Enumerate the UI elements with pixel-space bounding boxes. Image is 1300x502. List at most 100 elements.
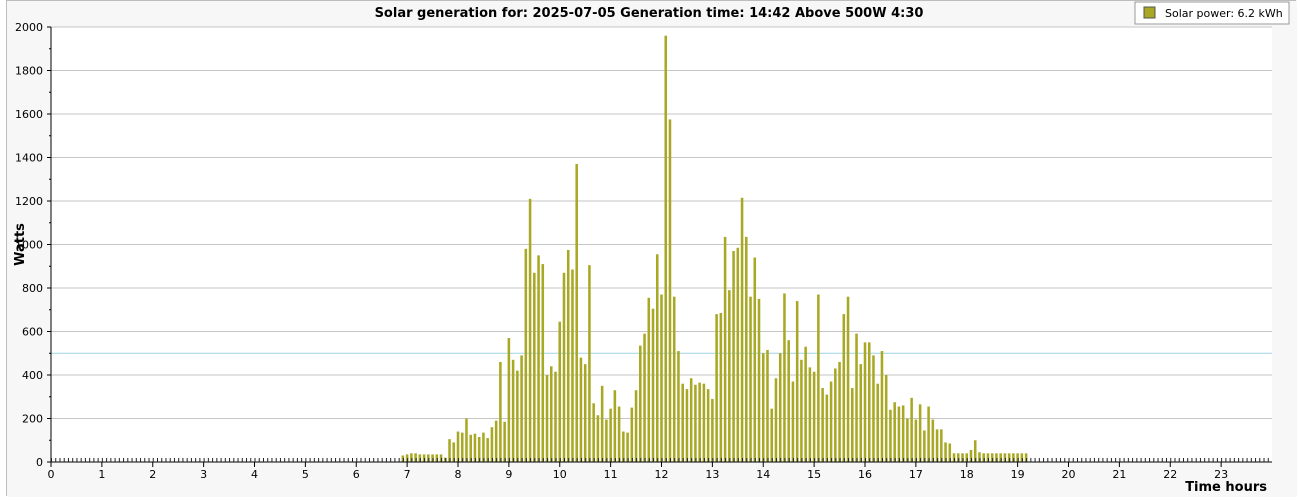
solar-bar: [982, 453, 985, 462]
solar-bar: [1003, 453, 1007, 462]
solar-bar: [804, 346, 807, 462]
legend: Solar power: 6.2 kWh: [1134, 1, 1290, 25]
solar-bar: [969, 450, 973, 462]
solar-bar: [1016, 453, 1019, 462]
solar-bar: [706, 389, 710, 462]
y-tick-label: 400: [22, 369, 43, 382]
x-tick-label: 18: [960, 468, 974, 481]
solar-bar: [1012, 453, 1015, 462]
solar-bar: [664, 35, 668, 462]
solar-bar: [482, 432, 485, 462]
solar-bar: [715, 314, 718, 462]
solar-bar: [808, 367, 812, 462]
solar-bar: [490, 427, 494, 462]
solar-bar: [728, 290, 731, 462]
solar-bar: [745, 236, 748, 462]
x-tick-label: 1: [98, 468, 105, 481]
x-axis-ticks: 0 1 2 3 4 5 6 7 8 9 10 11 12 13 14 15 16 17 18 19 20 21 22 23: [48, 458, 1269, 481]
legend-swatch: [1143, 6, 1156, 19]
solar-bar: [914, 419, 918, 462]
x-tick-label: 13: [705, 468, 719, 481]
solar-bar: [605, 419, 608, 462]
solar-bar: [774, 378, 778, 462]
solar-bar: [672, 296, 676, 462]
solar-bar: [511, 359, 515, 462]
solar-bar: [541, 264, 545, 462]
x-axis-label: Time hours: [1185, 480, 1267, 495]
solar-bar: [995, 453, 998, 462]
x-tick-label: 3: [200, 468, 207, 481]
solar-bar: [566, 249, 570, 462]
solar-bar: [855, 333, 858, 462]
solar-bar: [549, 366, 553, 462]
solar-bar: [494, 420, 498, 462]
solar-bar: [795, 301, 799, 462]
solar-bar: [740, 197, 744, 463]
chart-title: Solar generation for: 2025-07-05 Generat…: [375, 6, 924, 21]
x-tick-label: 6: [353, 468, 360, 481]
solar-bar: [986, 453, 990, 462]
solar-bar: [630, 407, 634, 462]
y-tick-label: 1000: [15, 239, 43, 252]
solar-bar: [622, 431, 625, 462]
solar-bar: [575, 164, 578, 462]
solar-bar: [931, 419, 935, 462]
solar-bar: [499, 361, 502, 462]
x-tick-label: 20: [1062, 468, 1076, 481]
solar-bar: [999, 453, 1002, 462]
solar-bar: [681, 383, 684, 462]
solar-bar: [884, 375, 888, 462]
x-tick-label: 17: [909, 468, 923, 481]
solar-bar: [507, 338, 511, 462]
solar-bar: [829, 381, 833, 462]
solar-bar: [634, 390, 638, 462]
solar-bar: [940, 429, 943, 462]
x-tick-label: 4: [251, 468, 258, 481]
y-tick-label: 800: [22, 282, 43, 295]
solar-bar: [872, 355, 875, 462]
solar-bar: [516, 370, 519, 462]
x-tick-label: 7: [404, 468, 411, 481]
solar-bar: [842, 314, 846, 462]
x-tick-label: 0: [48, 468, 55, 481]
solar-bar: [528, 198, 532, 462]
solar-bar: [766, 349, 769, 462]
solar-bar: [486, 438, 489, 462]
x-tick-label: 8: [455, 468, 462, 481]
solar-bar: [749, 296, 752, 462]
solar-bar: [825, 394, 829, 462]
solar-bar: [897, 406, 901, 462]
solar-bar: [889, 409, 892, 462]
solar-bar: [660, 294, 663, 462]
solar-bar: [414, 453, 417, 462]
solar-bar: [757, 298, 761, 462]
y-tick-label: 1400: [15, 152, 43, 165]
x-tick-label: 2: [149, 468, 156, 481]
solar-bar: [448, 439, 451, 462]
solar-bar: [778, 353, 782, 462]
solar-bar: [545, 375, 549, 462]
x-tick-label: 11: [604, 468, 618, 481]
solar-bar: [613, 390, 617, 462]
solar-bar: [948, 443, 952, 462]
solar-bar: [537, 255, 540, 462]
solar-bar: [533, 272, 536, 462]
solar-bar: [596, 415, 600, 462]
solar-bar: [901, 405, 905, 462]
solar-bar: [668, 119, 672, 462]
legend-label: Solar power: 6.2 kWh: [1165, 7, 1283, 20]
x-tick-label: 19: [1011, 468, 1025, 481]
solar-bar: [583, 364, 587, 462]
solar-bar: [821, 388, 824, 462]
solar-bar: [978, 452, 981, 462]
solar-bar: [990, 453, 994, 462]
solar-bar: [465, 418, 468, 462]
solar-bar: [880, 351, 884, 462]
solar-bar: [617, 406, 621, 462]
solar-bar: [783, 293, 786, 462]
solar-bar: [910, 397, 913, 462]
solar-bar: [876, 383, 879, 462]
solar-bar: [655, 254, 659, 462]
y-tick-label: 1800: [15, 65, 43, 78]
solar-bar: [761, 353, 765, 462]
